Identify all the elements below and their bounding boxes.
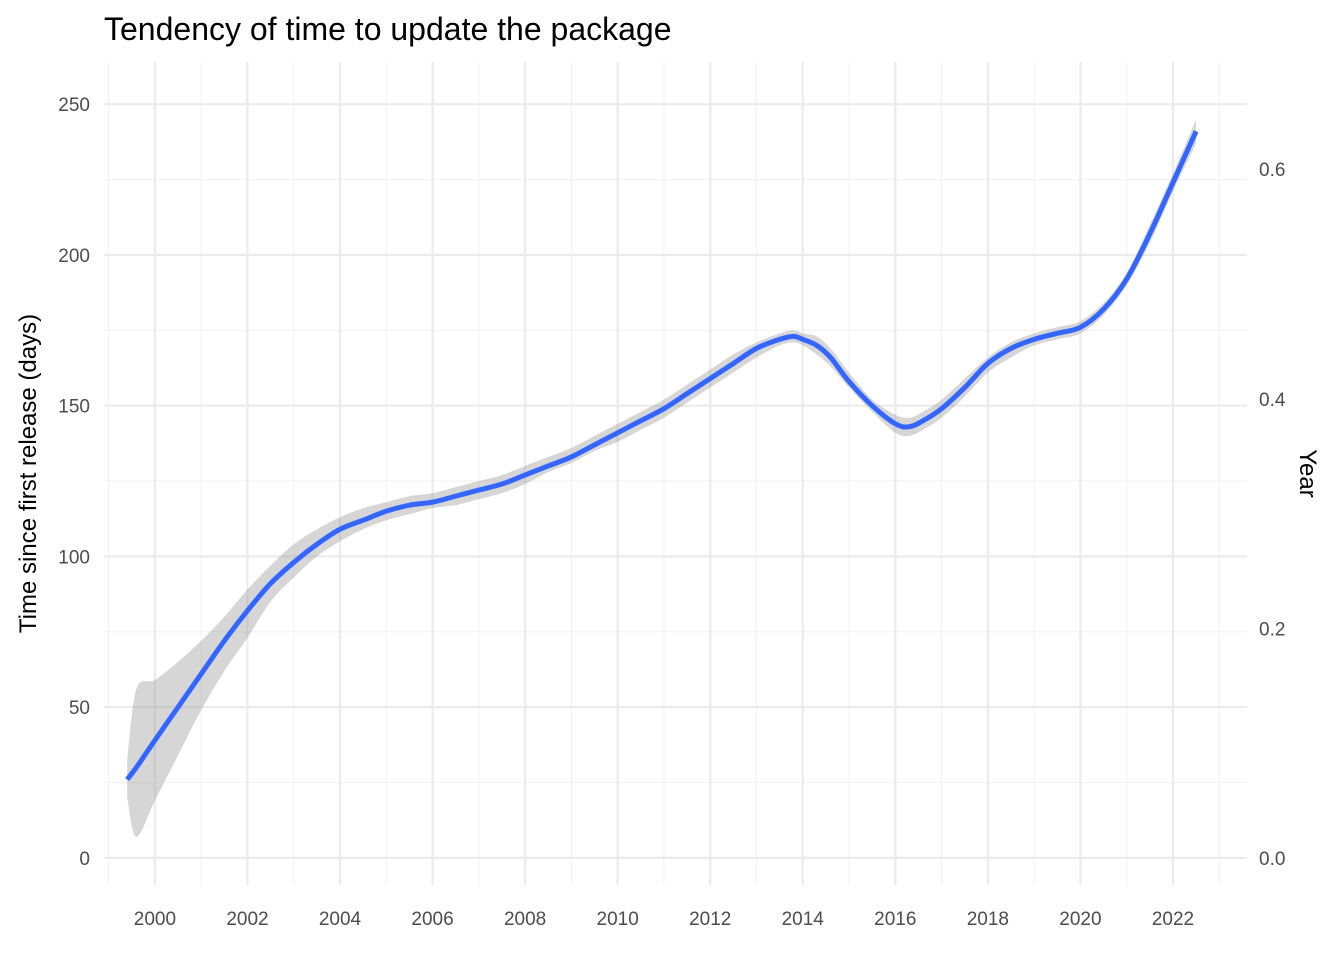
x-tick-label: 2018 (967, 909, 1009, 930)
x-tick-label: 2020 (1059, 909, 1101, 930)
y-tick-label: 250 (58, 95, 90, 116)
x-tick-label: 2012 (689, 909, 731, 930)
x-tick-label: 2010 (597, 909, 639, 930)
y2-tick-label: 0.6 (1259, 160, 1285, 181)
y-axis-title: Time since first release (days) (15, 314, 42, 633)
trend-line (125, 130, 1199, 782)
y2-tick-label: 0.0 (1259, 849, 1285, 870)
y-axis-tick-labels: 0 50 100 150 200 250 (58, 95, 90, 870)
x-tick-label: 2004 (319, 909, 362, 930)
x-tick-label: 2014 (782, 909, 825, 930)
chart-title: Tendency of time to update the package (104, 11, 672, 47)
secondary-y-axis-tick-labels: 0.0 0.2 0.4 0.6 (1259, 160, 1286, 870)
minor-gridlines (104, 62, 1247, 885)
y-tick-label: 150 (58, 397, 90, 418)
x-tick-label: 2006 (411, 909, 453, 930)
confidence-ribbon (127, 119, 1197, 837)
x-tick-label: 2000 (134, 909, 176, 930)
major-gridlines (104, 62, 1247, 885)
y-tick-label: 100 (58, 547, 90, 568)
y-tick-label: 200 (58, 246, 90, 267)
y-tick-label: 50 (69, 698, 90, 719)
secondary-y-axis-title: Year (1294, 449, 1321, 498)
x-axis-tick-labels: 2000 2002 2004 2006 2008 2010 2012 2014 2016 2018… (134, 909, 1194, 930)
y-tick-label: 0 (79, 849, 90, 870)
y2-tick-label: 0.2 (1259, 619, 1285, 640)
x-tick-label: 2022 (1152, 909, 1194, 930)
x-tick-label: 2002 (226, 909, 268, 930)
y2-tick-label: 0.4 (1259, 390, 1286, 411)
x-tick-label: 2016 (874, 909, 916, 930)
x-tick-label: 2008 (504, 909, 546, 930)
